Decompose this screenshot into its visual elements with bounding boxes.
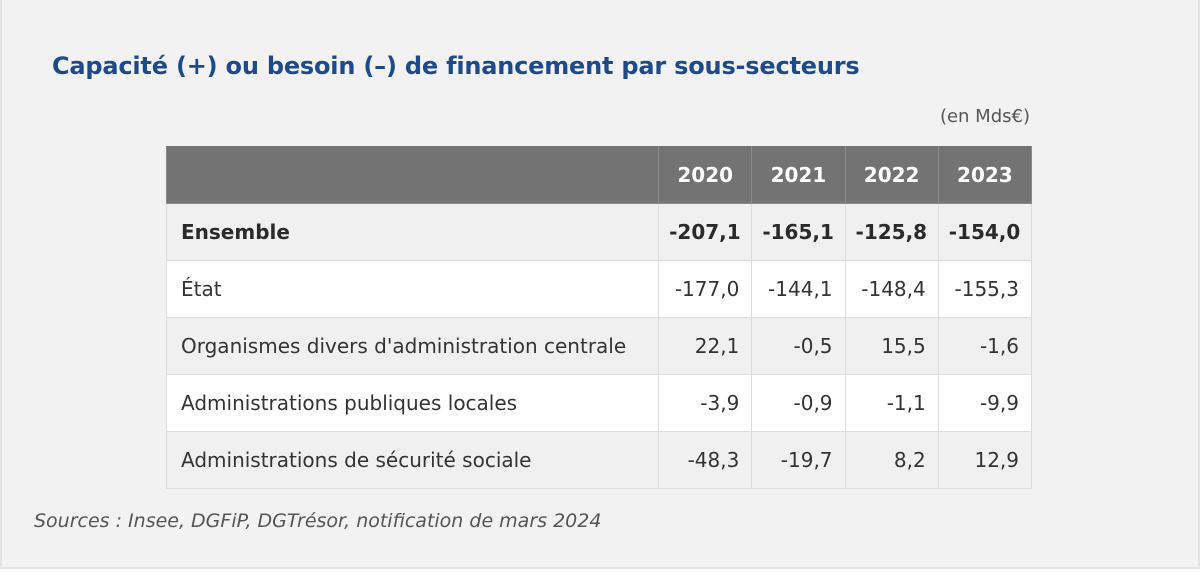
header-year-2021: 2021 [751, 146, 846, 204]
table-row: Administrations de sécurité sociale -48,… [165, 431, 1033, 489]
cell-value: -9,9 [937, 374, 1033, 432]
header-year-2020: 2020 [658, 146, 753, 204]
cell-value: 15,5 [844, 317, 939, 375]
cell-value: -207,1 [658, 203, 753, 261]
cell-value: -1,6 [937, 317, 1033, 375]
table-row: Administrations publiques locales -3,9 -… [165, 374, 1033, 432]
cell-value: -144,1 [751, 260, 846, 318]
figure-title: Capacité (+) ou besoin (–) de financemen… [52, 52, 860, 80]
header-year-2023: 2023 [937, 146, 1033, 204]
header-corner-cell [165, 146, 660, 204]
row-label: Administrations de sécurité sociale [165, 431, 660, 489]
financing-table: 2020 2021 2022 2023 Ensemble -207,1 -165… [165, 146, 1033, 489]
cell-value: 8,2 [844, 431, 939, 489]
row-label: Administrations publiques locales [165, 374, 660, 432]
cell-value: -19,7 [751, 431, 846, 489]
source-note: Sources : Insee, DGFiP, DGTrésor, notifi… [34, 510, 602, 532]
row-label: État [165, 260, 660, 318]
cell-value: -48,3 [658, 431, 753, 489]
cell-value: -0,9 [751, 374, 846, 432]
cell-value: 12,9 [937, 431, 1033, 489]
cell-value: -148,4 [844, 260, 939, 318]
cell-value: -1,1 [844, 374, 939, 432]
table-row: Ensemble -207,1 -165,1 -125,8 -154,0 [165, 203, 1033, 261]
row-label: Ensemble [165, 203, 660, 261]
cell-value: -155,3 [937, 260, 1033, 318]
header-year-2022: 2022 [844, 146, 939, 204]
cell-value: -177,0 [658, 260, 753, 318]
cell-value: -3,9 [658, 374, 753, 432]
cell-value: -125,8 [844, 203, 939, 261]
unit-label: (en Mds€) [939, 106, 1030, 127]
table-header-row: 2020 2021 2022 2023 [165, 146, 1033, 204]
cell-value: 22,1 [658, 317, 753, 375]
table-row: Organismes divers d'administration centr… [165, 317, 1033, 375]
cell-value: -165,1 [751, 203, 846, 261]
cell-value: -154,0 [937, 203, 1033, 261]
row-label: Organismes divers d'administration centr… [165, 317, 660, 375]
table-row: État -177,0 -144,1 -148,4 -155,3 [165, 260, 1033, 318]
cell-value: -0,5 [751, 317, 846, 375]
